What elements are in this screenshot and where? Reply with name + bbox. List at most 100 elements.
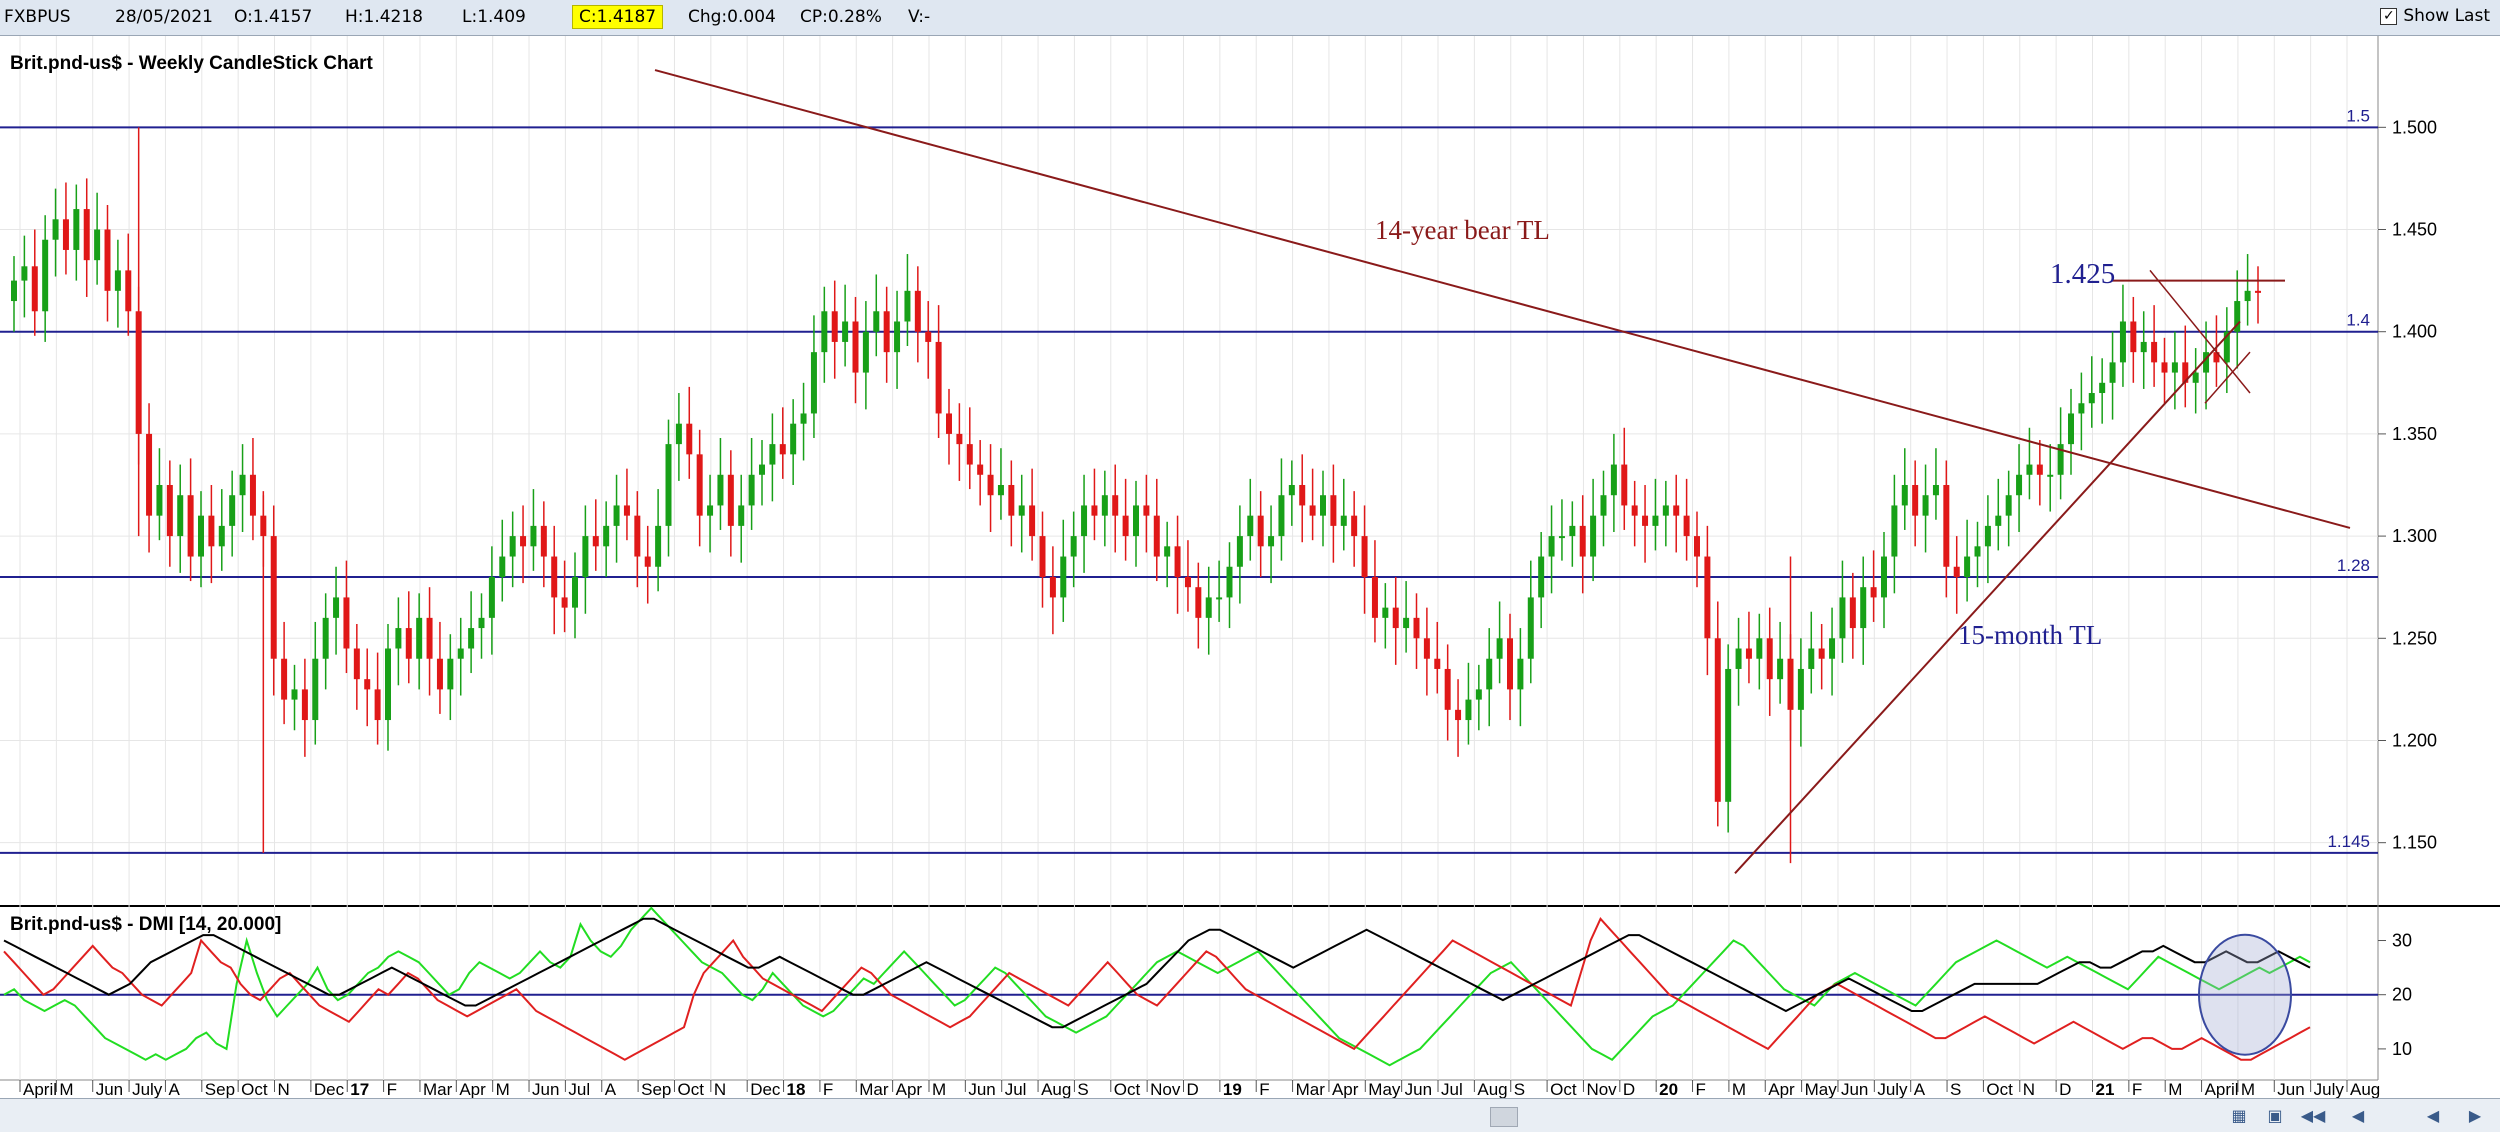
- dmi-series-line: [3, 906, 2311, 1067]
- candle-up: [1538, 556, 1545, 598]
- candle-up: [1756, 638, 1763, 659]
- candle-up: [1382, 607, 1389, 618]
- high-value: H:1.4218: [345, 7, 423, 27]
- candle-up: [2244, 290, 2251, 302]
- candle-down: [1029, 505, 1036, 537]
- candle-down: [1049, 576, 1056, 598]
- x-tick-label: Nov: [1150, 1080, 1181, 1098]
- candle-down: [1039, 536, 1046, 577]
- candle-up: [11, 280, 17, 302]
- candle-up: [52, 219, 59, 240]
- candle-up: [1517, 658, 1524, 690]
- candle-down: [1621, 464, 1628, 506]
- candle-up: [997, 485, 1004, 496]
- candle-up: [1226, 566, 1233, 598]
- x-tick-label: F: [823, 1080, 833, 1098]
- candle-down: [1953, 566, 1960, 577]
- candle-up: [1081, 505, 1088, 537]
- candle-up: [333, 597, 340, 618]
- candle-down: [914, 290, 921, 332]
- candle-down: [935, 341, 942, 414]
- candle-down: [187, 495, 194, 557]
- candle-down: [83, 209, 90, 261]
- candle-up: [73, 209, 80, 250]
- x-tick-label: D: [1187, 1080, 1199, 1098]
- candle-up: [229, 495, 236, 526]
- candle-down: [1912, 485, 1919, 516]
- candle-down: [831, 311, 838, 342]
- candle-down: [1299, 485, 1306, 506]
- candle-down: [1642, 515, 1649, 526]
- horizontal-level-label: 1.28: [2337, 556, 2370, 575]
- x-tick-label: Oct: [1986, 1080, 2013, 1098]
- x-tick-label: Jun: [1405, 1080, 1432, 1098]
- candle-down: [686, 423, 693, 455]
- x-tick-label: Dec: [314, 1080, 345, 1098]
- candle-down: [1174, 546, 1181, 577]
- show-last-toggle[interactable]: ✓ Show Last: [2380, 6, 2490, 26]
- candle-down: [1507, 638, 1513, 690]
- candle-up: [2234, 301, 2241, 332]
- candle-down: [301, 689, 308, 721]
- chart-background: [0, 36, 2500, 1098]
- dmi-series-line: [3, 916, 2311, 1061]
- axes: April M Jun July A Sep Oct N Dec 17 F Mar Apr M Jun Jul…: [19, 117, 2437, 1098]
- candle-down: [1455, 709, 1462, 721]
- scroll-thumb[interactable]: [1490, 1107, 1518, 1127]
- candle-down: [1631, 505, 1638, 516]
- x-tick-label: M: [1732, 1080, 1746, 1098]
- candle-up: [291, 689, 298, 700]
- candle-down: [2182, 362, 2189, 383]
- candle-up: [156, 485, 163, 516]
- candle-up: [499, 556, 506, 577]
- candle-up: [2016, 474, 2023, 496]
- candle-up: [312, 658, 319, 721]
- x-tick-label: Nov: [1586, 1080, 1617, 1098]
- y-tick-label: 1.150: [2392, 833, 2437, 853]
- candle-up: [800, 413, 807, 424]
- candle-down: [1818, 648, 1825, 659]
- candle-down: [1257, 515, 1264, 547]
- candle-up: [1018, 505, 1025, 516]
- candle-down: [852, 321, 859, 373]
- save-icon[interactable]: ▣: [2267, 1106, 2283, 1125]
- candle-up: [572, 576, 578, 608]
- x-tick-label: 18: [787, 1080, 806, 1098]
- candle-down: [561, 597, 568, 608]
- previous-icon[interactable]: ◀: [2351, 1106, 2365, 1125]
- candle-up: [2057, 444, 2064, 475]
- x-tick-label: Jul: [568, 1080, 590, 1098]
- candle-down: [623, 505, 630, 516]
- zoom-icon[interactable]: ▦: [2231, 1106, 2247, 1125]
- candle-up: [2171, 362, 2178, 373]
- candle-up: [1268, 536, 1275, 547]
- x-tick-label: Sep: [641, 1080, 671, 1098]
- candle-down: [1371, 576, 1378, 618]
- scroll-bar[interactable]: ▦ ▣ ◀◀ ◀ ◀ ▶: [0, 1098, 2500, 1132]
- candle-up: [1320, 495, 1326, 516]
- first-page-icon[interactable]: ◀◀: [2300, 1106, 2326, 1125]
- show-last-checkbox[interactable]: ✓: [2380, 7, 2398, 25]
- candle-down: [644, 556, 651, 567]
- x-tick-label: S: [1077, 1080, 1088, 1098]
- candle-up: [2047, 474, 2054, 477]
- candle-up: [894, 321, 901, 353]
- scroll-right-icon[interactable]: ▶: [2468, 1106, 2482, 1125]
- candle-down: [1714, 638, 1721, 802]
- candle-up: [862, 331, 869, 373]
- x-tick-label: Jun: [532, 1080, 559, 1098]
- candle-up: [655, 525, 662, 567]
- candle-up: [1288, 485, 1295, 496]
- candle-up: [707, 505, 714, 516]
- candle-down: [2130, 321, 2137, 353]
- candle-down: [1091, 505, 1098, 516]
- candle-down: [405, 628, 412, 659]
- triangle-lower-line: [2204, 351, 2251, 404]
- scroll-left-icon[interactable]: ◀: [2426, 1106, 2440, 1125]
- x-tick-label: Mar: [423, 1080, 453, 1098]
- x-tick-label: A: [168, 1080, 180, 1098]
- candle-down: [1434, 658, 1441, 669]
- x-tick-label: F: [2132, 1080, 2142, 1098]
- candle-up: [218, 525, 225, 547]
- x-tick-label: Oct: [1114, 1080, 1141, 1098]
